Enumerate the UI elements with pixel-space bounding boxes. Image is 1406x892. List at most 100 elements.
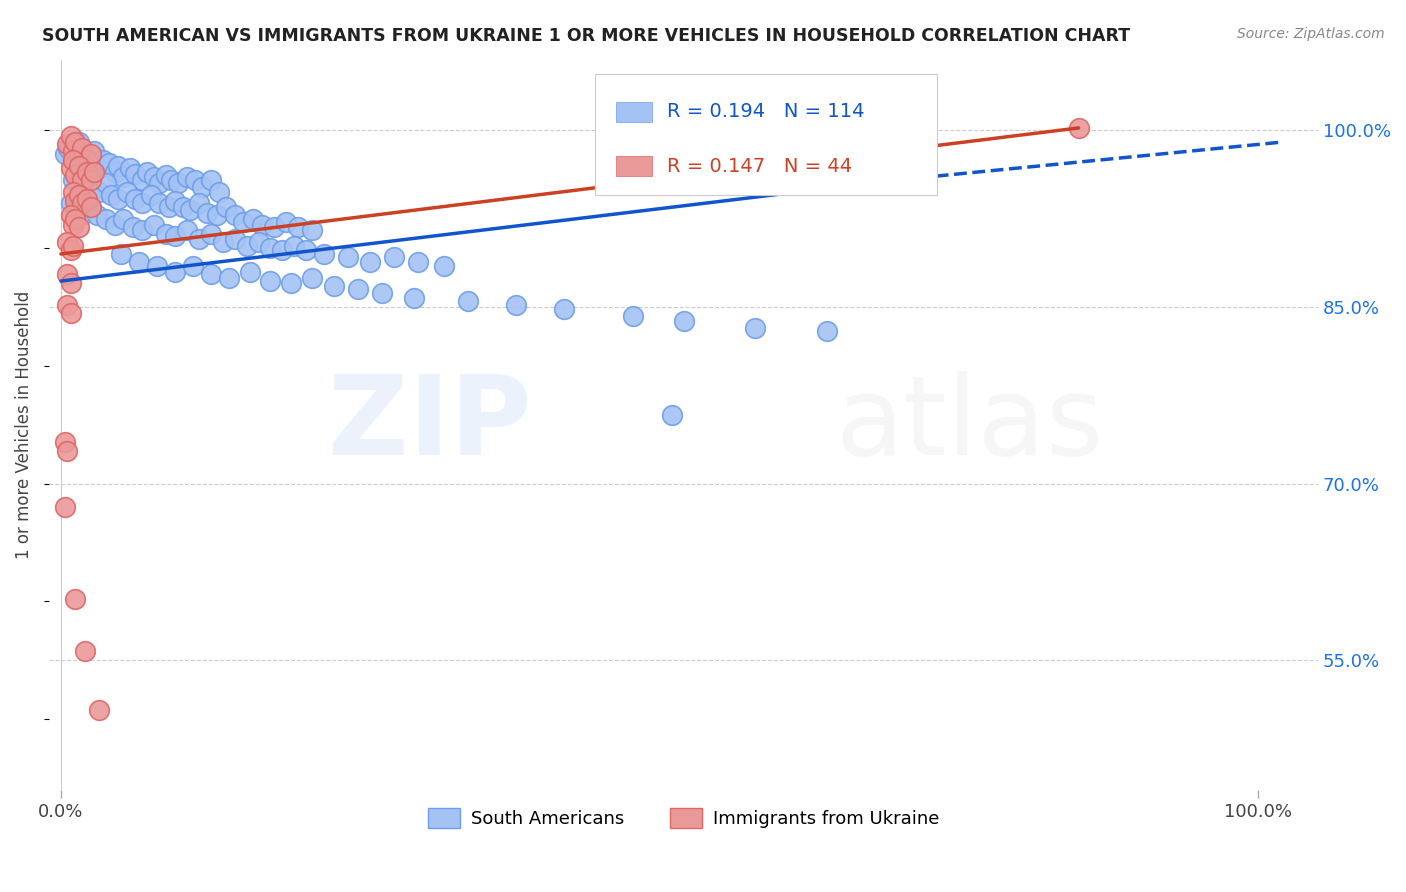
Point [76,192,98,206]
Point [73,644,96,658]
Point [621,310,644,324]
Point [224,232,246,246]
Point [744,321,766,335]
Point [83,145,105,159]
Point [65,203,87,218]
Point [56,235,79,250]
Point [80,200,103,214]
Point [259,241,281,255]
Point [143,218,166,232]
Point [179,203,201,218]
Point [371,285,394,300]
Point [337,251,360,265]
Point [83,182,105,196]
Point [271,244,294,258]
Point [157,200,180,214]
Point [73,149,96,163]
Point [263,219,285,234]
Point [80,173,103,187]
Point [124,167,146,181]
Point [72,208,94,222]
Point [91,153,114,167]
Point [65,592,87,607]
Point [76,153,98,167]
Point [347,282,370,296]
Point [120,161,142,175]
Point [131,223,153,237]
Point [131,196,153,211]
Point [382,251,405,265]
Point [104,218,127,232]
Point [76,188,98,202]
Point [83,164,105,178]
Point [62,153,84,167]
Point [56,267,79,281]
Point [59,277,82,291]
Point [56,297,79,311]
Point [163,194,186,208]
Point [112,211,135,226]
Point [191,179,214,194]
Point [235,238,257,252]
Point [200,267,222,281]
Point [145,259,167,273]
Point [184,173,207,187]
Point [72,196,94,211]
Point [59,196,82,211]
Point [67,135,90,149]
Point [97,156,120,170]
Point [1067,120,1090,135]
Text: R = 0.194   N = 114: R = 0.194 N = 114 [666,103,865,121]
Point [56,141,79,155]
Point [280,277,302,291]
Point [53,500,76,515]
Point [406,255,429,269]
Point [107,159,129,173]
FancyBboxPatch shape [595,74,938,194]
Point [359,255,381,269]
Point [148,176,170,190]
Point [65,135,87,149]
Point [86,208,108,222]
Point [200,227,222,241]
Point [107,192,129,206]
Point [62,153,84,167]
Point [59,244,82,258]
Point [160,173,183,187]
Point [65,194,87,208]
Point [72,141,94,155]
Point [59,208,82,222]
Point [143,170,166,185]
Point [62,173,84,187]
Point [205,208,228,222]
Point [53,435,76,450]
Point [176,223,198,237]
Point [232,215,254,229]
Point [274,215,297,229]
Point [67,176,90,190]
Point [56,443,79,458]
Point [148,196,170,211]
Point [80,146,103,161]
Point [215,200,238,214]
Point [314,247,336,261]
Point [131,173,153,187]
Point [195,205,218,219]
Point [72,182,94,196]
Point [67,219,90,234]
Text: ZIP: ZIP [328,371,531,478]
Point [187,232,209,246]
Point [89,161,111,175]
Text: Source: ZipAtlas.com: Source: ZipAtlas.com [1237,27,1385,41]
Point [76,164,98,178]
Point [187,196,209,211]
Point [208,185,231,199]
Point [553,302,575,317]
Point [110,247,132,261]
Point [457,294,479,309]
Point [661,409,683,423]
Point [167,176,190,190]
Point [911,173,934,187]
Point [89,185,111,199]
Point [672,314,695,328]
